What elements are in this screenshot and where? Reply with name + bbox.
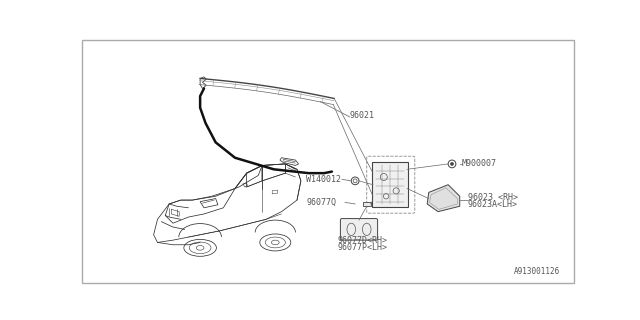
Text: M900007: M900007 <box>462 159 497 168</box>
Text: 96023 <RH>: 96023 <RH> <box>467 193 518 202</box>
Ellipse shape <box>451 162 454 165</box>
Polygon shape <box>428 185 460 212</box>
Text: 96021: 96021 <box>349 111 374 120</box>
Polygon shape <box>363 202 371 206</box>
Text: 96023A<LH>: 96023A<LH> <box>467 200 518 209</box>
Text: 96077Q: 96077Q <box>307 198 336 207</box>
FancyBboxPatch shape <box>372 162 408 207</box>
Text: 96077P<LH>: 96077P<LH> <box>337 243 387 252</box>
Text: 96077D<RH>: 96077D<RH> <box>337 236 387 245</box>
FancyBboxPatch shape <box>340 219 378 240</box>
Text: A913001126: A913001126 <box>515 267 561 276</box>
Text: W140012: W140012 <box>307 175 341 184</box>
